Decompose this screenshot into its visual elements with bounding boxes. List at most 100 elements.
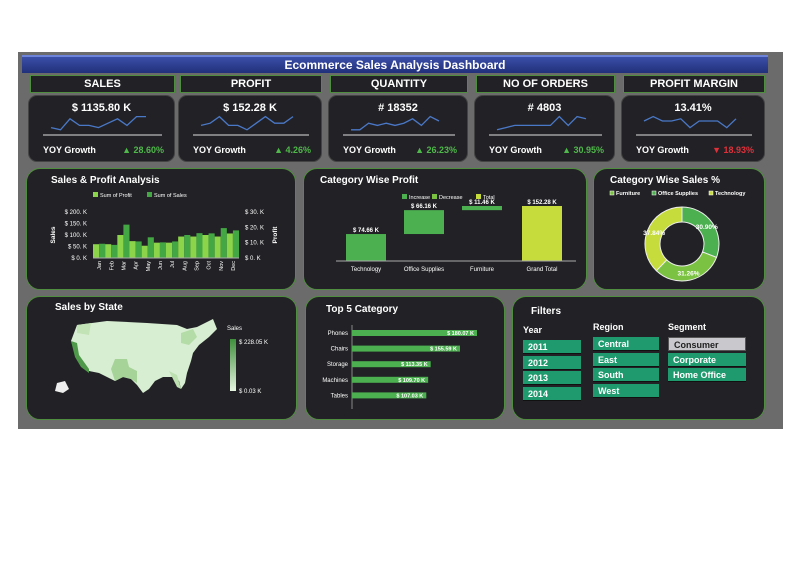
sparkline-trend bbox=[643, 115, 737, 129]
profit-bar bbox=[178, 236, 185, 258]
waterfall-bar bbox=[522, 206, 562, 261]
filter-region-option[interactable]: West bbox=[593, 383, 659, 398]
month-label: Mar bbox=[121, 261, 127, 271]
filter-year-option[interactable]: 2014 bbox=[523, 386, 581, 401]
dashboard: Ecommerce Sales Analysis Dashboard SALES… bbox=[18, 52, 783, 429]
sales-bar bbox=[208, 233, 215, 258]
month-label: Dec bbox=[231, 261, 237, 271]
waterfall-label: $ 11.46 K bbox=[469, 200, 495, 206]
filter-region-option[interactable]: South bbox=[593, 368, 659, 382]
kpi-header: NO OF ORDERS bbox=[476, 75, 615, 93]
y-axis-right-label: Profit bbox=[272, 226, 279, 244]
right-tick: $ 20. K bbox=[245, 225, 264, 231]
sales-bar bbox=[232, 230, 239, 258]
filters-title: Filters bbox=[531, 306, 562, 317]
sales-bar bbox=[184, 235, 191, 258]
waterfall-bar bbox=[462, 206, 502, 211]
donut-label: 31.26% bbox=[677, 270, 699, 277]
left-tick: $ 150. K bbox=[65, 222, 87, 228]
sales-bar bbox=[111, 244, 118, 258]
kpi-header: PROFIT bbox=[180, 75, 322, 93]
legend-swatch-profit bbox=[93, 192, 98, 197]
left-tick: $ 100. K bbox=[65, 233, 87, 239]
sales-bar bbox=[147, 237, 154, 258]
kpi-sparkline bbox=[43, 115, 162, 136]
map-color-scale bbox=[230, 339, 236, 391]
filter-region-option[interactable]: Central bbox=[593, 337, 659, 351]
sales-bar bbox=[159, 242, 166, 258]
yoy-growth: ▲ 30.95% bbox=[562, 145, 604, 155]
month-label: Apr bbox=[134, 261, 140, 270]
legend-swatch bbox=[609, 190, 615, 196]
yoy-growth: ▲ 26.23% bbox=[415, 145, 457, 155]
sales-by-state-panel: Sales by State Sales $ 228.05 K $ 0.03 K bbox=[26, 296, 297, 420]
legend-label: Furniture bbox=[616, 191, 640, 197]
yoy-growth: ▲ 28.60% bbox=[122, 145, 164, 155]
legend-swatch bbox=[402, 194, 407, 199]
filter-year-option[interactable]: 2011 bbox=[523, 340, 581, 354]
legend-label: Technology bbox=[715, 191, 746, 197]
filter-year-option[interactable]: 2012 bbox=[523, 355, 581, 370]
kpi-card: $ 152.28 K YOY Growth ▲ 4.26% bbox=[178, 95, 322, 162]
right-tick: $ 0. K bbox=[245, 256, 261, 262]
top5-value: $ 107.03 K bbox=[396, 393, 423, 399]
us-map[interactable] bbox=[55, 319, 217, 393]
waterfall-label: $ 152.28 K bbox=[527, 200, 557, 206]
filter-segment-option[interactable]: Home Office bbox=[668, 368, 746, 382]
filter-year-label: Year bbox=[523, 325, 543, 335]
donut-slice bbox=[681, 206, 720, 259]
legend-swatch bbox=[708, 190, 714, 196]
sparkline-trend bbox=[351, 115, 440, 131]
category-label: Technology bbox=[351, 267, 381, 273]
sales-bar bbox=[123, 224, 130, 258]
kpi-value: $ 1135.80 K bbox=[71, 102, 132, 114]
yoy-label: YOY Growth bbox=[636, 145, 689, 155]
top5-value: $ 109.70 K bbox=[398, 378, 425, 384]
kpi-value: # 18352 bbox=[378, 102, 418, 114]
map-legend-max: $ 228.05 K bbox=[239, 340, 268, 346]
month-label: Jun bbox=[158, 261, 164, 270]
category-sales-title: Category Wise Sales % bbox=[610, 175, 720, 186]
filter-year-option[interactable]: 2013 bbox=[523, 371, 581, 385]
top5-bar bbox=[352, 361, 431, 368]
right-tick: $ 10. K bbox=[245, 241, 264, 247]
sales-bar bbox=[99, 243, 106, 258]
profit-bar bbox=[117, 235, 124, 258]
sparkline-trend bbox=[50, 115, 146, 131]
profit-bar bbox=[190, 236, 197, 258]
category-label: Furniture bbox=[470, 267, 495, 273]
sales-bar bbox=[135, 241, 142, 258]
filter-region-option[interactable]: East bbox=[593, 352, 659, 367]
month-label: Jul bbox=[170, 261, 176, 268]
profit-bar bbox=[166, 242, 173, 258]
waterfall-label: $ 66.16 K bbox=[411, 204, 438, 210]
kpi-sparkline bbox=[489, 115, 602, 136]
category-label: Phones bbox=[328, 331, 348, 337]
left-tick: $ 0. K bbox=[71, 256, 87, 262]
kpi-value: # 4803 bbox=[527, 102, 562, 114]
profit-bar bbox=[214, 236, 221, 258]
left-tick: $ 50. K bbox=[68, 245, 87, 251]
y-axis-left-label: Sales bbox=[50, 226, 57, 243]
kpi-value: 13.41% bbox=[674, 102, 712, 114]
kpi-header: PROFIT MARGIN bbox=[623, 75, 765, 93]
yoy-growth: ▲ 4.26% bbox=[274, 145, 311, 155]
dashboard-title: Ecommerce Sales Analysis Dashboard bbox=[22, 55, 768, 73]
category-profit-panel: Category Wise Profit Increase Decrease Tot… bbox=[303, 168, 587, 290]
top5-value: $ 113.35 K bbox=[401, 362, 428, 368]
sales-by-state-title: Sales by State bbox=[55, 302, 123, 313]
profit-bar bbox=[226, 233, 233, 258]
month-label: Feb bbox=[109, 261, 115, 270]
filter-segment-option[interactable]: Consumer bbox=[668, 337, 746, 351]
map-legend-min: $ 0.03 K bbox=[239, 389, 261, 395]
filters-panel: Filters Year 2011 2012 2013 2014 Region Centra… bbox=[512, 296, 765, 420]
profit-bar bbox=[93, 244, 100, 258]
filter-segment-option[interactable]: Corporate bbox=[668, 352, 746, 367]
month-label: May bbox=[146, 261, 152, 272]
yoy-label: YOY Growth bbox=[193, 145, 246, 155]
kpi-header: QUANTITY bbox=[330, 75, 468, 93]
top5-bar bbox=[352, 392, 427, 399]
legend-label: Increase bbox=[409, 195, 430, 201]
kpi-header: SALES bbox=[30, 75, 175, 93]
category-label: Chairs bbox=[331, 347, 348, 353]
